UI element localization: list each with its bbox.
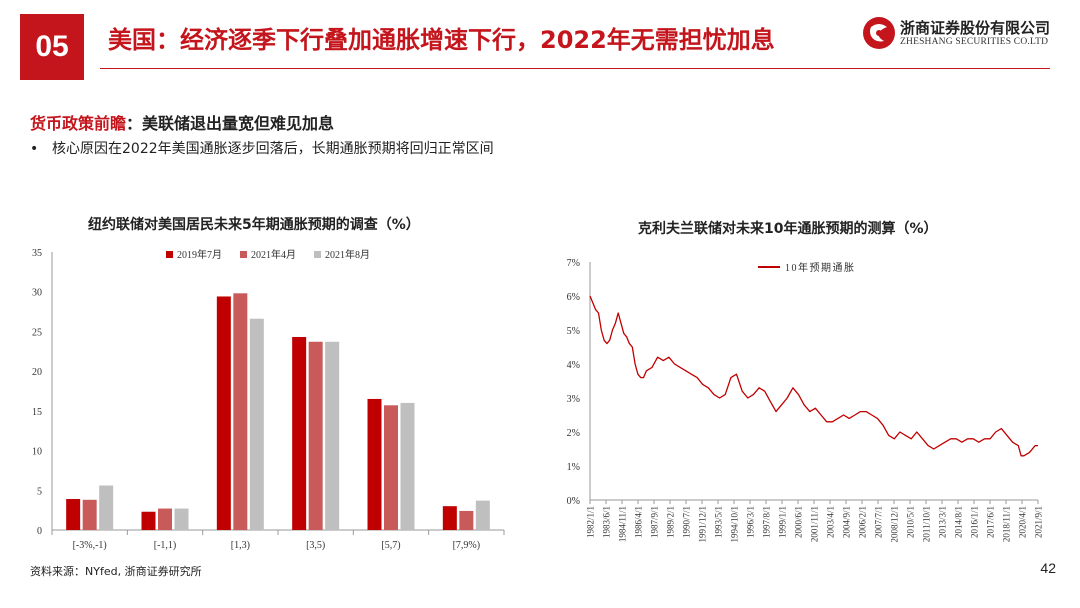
legend-label: 2019年7月 [177,248,222,261]
x-tick-label: 1982/1/1 [586,506,596,538]
x-tick-label: 1986/4/1 [634,506,644,538]
page-title: 美国：经济逐季下行叠加通胀增速下行，2022年无需担忧加息 [108,26,775,54]
y-tick-label: 0 [37,526,42,537]
y-tick-label: 5 [37,486,42,497]
y-tick-label: 4% [567,360,580,371]
x-tick-label: 1996/3/1 [746,506,756,538]
x-tick-label: [7,9%) [453,540,481,551]
x-tick-label: 2006/2/1 [858,506,868,538]
logo-company-name-cn: 浙商证券股份有限公司 [900,19,1051,37]
line-chart: 0% 1% 2% 3% 4% 5% 6% 7% 1982/1/1 1983/6/1 1984/11/… [567,258,1044,543]
x-tick-label: 2000/6/1 [794,506,804,538]
bar-2019年7月 [442,506,457,530]
y-tick-label: 6% [567,292,580,303]
bar-2021年4月 [158,508,172,530]
x-tick-label: 1993/5/1 [714,506,724,538]
x-tick-label: 1990/7/1 [682,506,692,538]
bullet-point: • 核心原因在2022年美国通胀逐步回落后，长期通胀预期将回归正常区间 [30,138,494,158]
bar-2021年4月 [384,405,398,530]
x-tick-label: 1991/12/1 [698,506,708,543]
source-note: 资料来源：NYfed, 浙商证券研究所 [30,565,202,578]
x-tick-label: 2013/3/1 [938,506,948,538]
bar-2021年8月 [99,485,114,530]
page-number: 42 [1040,560,1056,576]
bar-2021年4月 [308,341,323,530]
subheading-black: ：美联储退出量宽但难见加息 [126,114,335,133]
x-tick-label: 2018/11/1 [1002,506,1012,542]
x-tick-label: 2001/11/1 [810,506,820,542]
bar-2021年4月 [459,510,474,530]
bar-2021年8月 [174,508,189,530]
y-tick-label: 25 [32,327,42,338]
x-tick-label: 2017/6/1 [986,506,996,538]
bar-2019年7月 [141,511,156,530]
y-tick-label: 20 [32,367,42,378]
bar-2021年8月 [249,318,264,530]
bar-2021年8月 [400,402,415,530]
logo-mark-icon [863,17,895,49]
series-line-10年预期通胀 [589,295,1038,457]
y-tick-label: 10 [32,447,42,458]
y-tick-label: 3% [567,394,580,405]
x-tick-label: 2010/5/1 [906,506,916,538]
x-tick-label: 1984/11/1 [618,506,628,542]
x-tick-label: 2016/1/1 [970,506,980,538]
x-tick-label: 2008/12/1 [890,506,900,543]
x-tick-label: 2003/4/1 [826,506,836,538]
bar-2021年4月 [82,499,97,530]
header-divider [100,68,1050,69]
legend-swatch [314,251,321,258]
x-tick-label: 1983/6/1 [602,506,612,538]
x-tick-label: 2004/9/1 [842,506,852,538]
x-tick-label: [3,5) [306,540,325,551]
bar-2021年8月 [475,500,490,530]
section-number: 05 [20,14,84,80]
x-tick-label: 2014/8/1 [954,506,964,538]
legend-label: 2021年8月 [325,248,370,261]
x-tick-label: 2011/10/1 [922,506,932,542]
x-tick-label: 1999/1/1 [778,506,788,538]
y-tick-label: 2% [567,428,580,439]
x-tick-label: [1,3) [231,540,250,551]
x-tick-label: 1994/10/1 [730,506,740,543]
bar-2019年7月 [292,336,307,530]
x-tick-label: 1989/2/1 [666,506,676,538]
subheading-red: 货币政策前瞻 [30,114,127,133]
y-tick-label: 5% [567,326,580,337]
x-tick-label: [-3%,-1) [73,540,107,551]
y-tick-label: 30 [32,288,42,299]
line-chart-title: 克利夫兰联储对未来10年通胀预期的测算（%） [638,221,938,237]
legend-swatch [240,251,247,258]
y-tick-label: 15 [32,407,42,418]
x-tick-label: 1987/9/1 [650,506,660,538]
x-tick-label: 1997/8/1 [762,506,772,538]
legend-swatch [166,251,173,258]
bullet-text: 核心原因在2022年美国通胀逐步回落后，长期通胀预期将回归正常区间 [52,141,494,157]
bar-2019年7月 [66,499,81,530]
logo-company-name-en: ZHESHANG SECURITIES CO.LTD [900,37,1049,47]
bar-chart: 0 5 10 15 20 25 30 35 [-3%,-1) [-1,1) [1,3) [3,5) [5… [32,248,505,551]
x-tick-label: 2021/9/1 [1034,506,1044,538]
y-tick-label: 7% [567,258,580,269]
bullet-dot: • [30,141,39,157]
x-tick-label: [-1,1) [154,540,177,551]
bar-2019年7月 [367,398,382,530]
x-tick-label: [5,7) [381,540,400,551]
bar-2021年4月 [233,293,248,530]
legend-label: 2021年4月 [251,248,296,261]
x-tick-label: 2007/7/1 [874,506,884,538]
bar-chart-title: 纽约联储对美国居民未来5年期通胀预期的调查（%） [88,217,420,233]
company-logo: 浙商证券股份有限公司 ZHESHANG SECURITIES CO.LTD [862,14,1058,54]
subheading: 货币政策前瞻：美联储退出量宽但难见加息 [30,110,334,134]
bar-2021年8月 [325,341,340,530]
x-tick-label: 2020/4/1 [1018,506,1028,538]
y-tick-label: 35 [32,248,42,259]
legend-label: 10年预期通胀 [785,261,856,274]
y-tick-label: 0% [567,496,580,507]
y-tick-label: 1% [567,462,580,473]
bar-2019年7月 [216,296,231,530]
